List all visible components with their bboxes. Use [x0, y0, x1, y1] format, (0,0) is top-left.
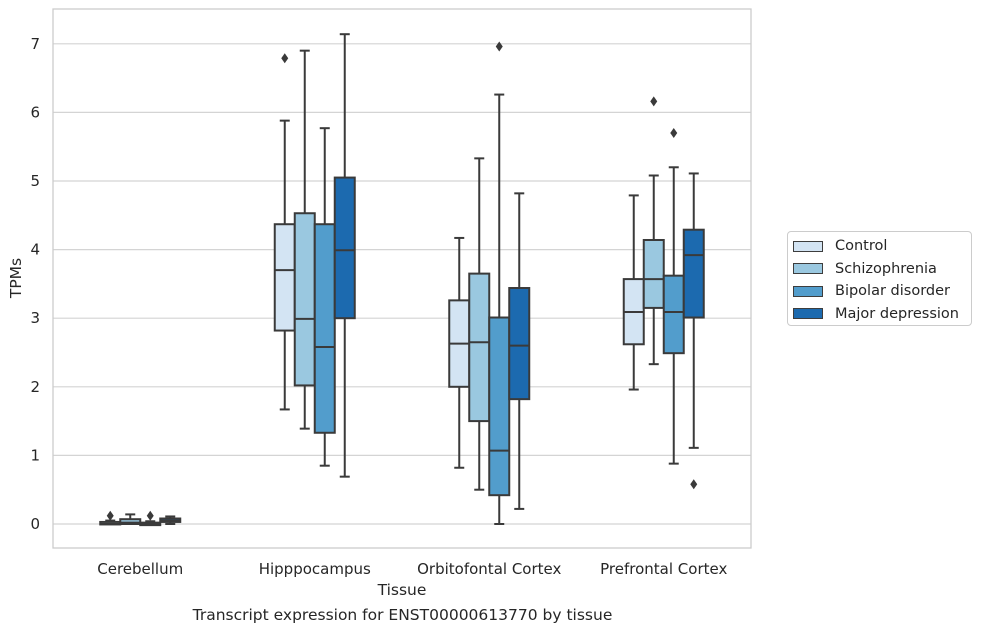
- box-schizophrenia-prefrontal-cortex: [642, 238, 665, 309]
- box-schizophrenia-cerebellum: [119, 518, 142, 525]
- outlier-bipolar-disorder-cerebellum-0: [146, 510, 154, 521]
- box-group-control-cerebellum: [99, 510, 122, 526]
- box-major-depression-orbitofontal-cortex: [508, 287, 531, 401]
- legend-label-major-depression: Major depression: [835, 305, 959, 322]
- legend-item-bipolar-disorder: Bipolar disorder: [793, 280, 971, 303]
- outlier-control-cerebellum-0: [106, 510, 114, 521]
- legend: Control Schizophrenia Bipolar disorder M…: [787, 231, 972, 326]
- box-group-bipolar-disorder-prefrontal-cortex: [662, 127, 685, 465]
- box-group-schizophrenia-hipppocampus: [293, 49, 316, 430]
- x-tick-label-prefrontal-cortex: Prefrontal Cortex: [600, 560, 727, 578]
- legend-label-control: Control: [835, 238, 888, 255]
- box-group-control-hipppocampus: [273, 53, 296, 411]
- box-control-hipppocampus: [273, 223, 296, 332]
- legend-item-major-depression: Major depression: [793, 303, 971, 326]
- plot-area-frame: [52, 8, 752, 549]
- box-group-control-orbitofontal-cortex: [448, 236, 471, 469]
- y-tick-label-1: 1: [30, 446, 40, 464]
- x-tick-label-cerebellum: Cerebellum: [97, 560, 183, 578]
- legend-item-control: Control: [793, 235, 971, 258]
- y-axis-label: TPMs: [7, 258, 25, 299]
- x-tick-label-orbitofontal-cortex: Orbitofontal Cortex: [417, 560, 561, 578]
- x-tick-label-hipppocampus: Hipppocampus: [259, 560, 371, 578]
- y-tick-label-5: 5: [30, 172, 40, 190]
- box-marks: [99, 33, 705, 527]
- y-axis-tick-labels: 0 1 2 3 4 5 6 7: [30, 35, 40, 533]
- x-axis-tick-labels: Cerebellum Hipppocampus Orbitofontal Corte…: [97, 560, 727, 578]
- box-group-major-depression-orbitofontal-cortex: [508, 192, 531, 510]
- legend-item-schizophrenia: Schizophrenia: [793, 258, 971, 281]
- legend-swatch-control: [793, 240, 823, 252]
- y-tick-label-4: 4: [30, 241, 40, 259]
- legend-label-bipolar-disorder: Bipolar disorder: [835, 283, 950, 300]
- box-group-major-depression-cerebellum: [159, 515, 182, 525]
- y-tick-label-0: 0: [30, 515, 40, 533]
- box-group-control-prefrontal-cortex: [622, 194, 645, 391]
- chart-caption: Transcript expression for ENST0000061377…: [192, 606, 613, 624]
- legend-swatch-bipolar-disorder: [793, 285, 823, 297]
- box-major-depression-prefrontal-cortex: [682, 228, 705, 319]
- box-major-depression-hipppocampus: [333, 176, 356, 320]
- box-group-major-depression-hipppocampus: [333, 33, 356, 478]
- gridlines: [53, 43, 751, 525]
- outlier-bipolar-disorder-prefrontal-cortex-0: [670, 127, 678, 138]
- box-group-schizophrenia-cerebellum: [119, 513, 142, 525]
- box-group-bipolar-disorder-hipppocampus: [313, 127, 336, 467]
- box-schizophrenia-orbitofontal-cortex: [468, 272, 491, 423]
- outlier-control-hipppocampus-0: [281, 53, 289, 64]
- box-group-schizophrenia-orbitofontal-cortex: [468, 157, 491, 491]
- outlier-bipolar-disorder-orbitofontal-cortex-0: [495, 41, 503, 52]
- outlier-major-depression-prefrontal-cortex-0: [690, 479, 698, 490]
- box-schizophrenia-hipppocampus: [293, 212, 316, 387]
- box-group-bipolar-disorder-orbitofontal-cortex: [488, 41, 511, 525]
- box-bipolar-disorder-orbitofontal-cortex: [488, 316, 511, 497]
- legend-label-schizophrenia: Schizophrenia: [835, 260, 937, 277]
- box-bipolar-disorder-hipppocampus: [313, 223, 336, 434]
- box-group-major-depression-prefrontal-cortex: [682, 172, 705, 490]
- y-tick-label-6: 6: [30, 103, 40, 121]
- y-tick-label-2: 2: [30, 378, 40, 396]
- y-tick-label-7: 7: [30, 35, 40, 53]
- outlier-schizophrenia-prefrontal-cortex-0: [650, 96, 658, 107]
- box-group-bipolar-disorder-cerebellum: [139, 510, 162, 527]
- box-group-schizophrenia-prefrontal-cortex: [642, 96, 665, 366]
- legend-swatch-schizophrenia: [793, 263, 823, 275]
- x-axis-label: Tissue: [377, 581, 427, 599]
- legend-swatch-major-depression: [793, 308, 823, 320]
- y-tick-label-3: 3: [30, 309, 40, 327]
- box-bipolar-disorder-prefrontal-cortex: [662, 274, 685, 355]
